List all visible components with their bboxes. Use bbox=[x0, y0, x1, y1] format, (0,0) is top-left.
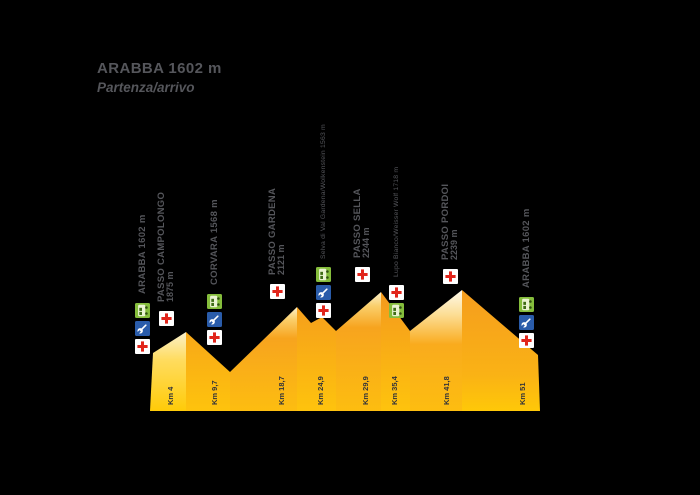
profile-segment-arabba-campolongo bbox=[150, 332, 186, 411]
km-tick-label: Km 9,7 bbox=[210, 380, 219, 405]
profile-segment-sella-lupobianco bbox=[381, 292, 410, 411]
first-aid-icon bbox=[158, 311, 174, 326]
marker-label: PASSO CAMPOLONGO 1875 m bbox=[155, 191, 176, 302]
first-aid-icon bbox=[134, 339, 150, 354]
marker-selva-wolkenstein: Selva di Val Gardena/Wolkenstein 1563 m bbox=[315, 124, 331, 318]
first-aid-icon bbox=[354, 267, 370, 282]
wrench-icon bbox=[315, 285, 331, 300]
marker-label: Lupo Bianco/Weisser Wolf 1718 m bbox=[392, 166, 400, 277]
first-aid-icon bbox=[269, 284, 285, 299]
profile-segment-lupobianco-pordoi bbox=[410, 290, 462, 411]
km-tick-label: Km 29,9 bbox=[361, 376, 370, 405]
marker-label: Selva di Val Gardena/Wolkenstein 1563 m bbox=[319, 124, 327, 259]
bus-icon bbox=[206, 294, 222, 309]
marker-passo-gardena: PASSO GARDENA 2121 m bbox=[267, 188, 287, 299]
bus-icon bbox=[388, 303, 404, 318]
first-aid-icon bbox=[388, 285, 404, 300]
marker-passo-sella: PASSO SELLA 2244 m bbox=[352, 188, 372, 282]
marker-label: PASSO PORDOI 2239 m bbox=[439, 183, 460, 260]
page-title: ARABBA 1602 m bbox=[97, 60, 222, 77]
marker-arabba-finish: ARABBA 1602 m bbox=[518, 208, 534, 348]
marker-arabba-start: ARABBA 1602 m bbox=[134, 214, 150, 354]
first-aid-icon bbox=[442, 269, 458, 284]
marker-passo-pordoi: PASSO PORDOI 2239 m bbox=[440, 184, 460, 284]
marker-label: CORVARA 1568 m bbox=[208, 199, 220, 285]
marker-label: ARABBA 1602 m bbox=[520, 208, 532, 288]
bus-icon bbox=[315, 267, 331, 282]
marker-lupo-bianco: Lupo Bianco/Weisser Wolf 1718 m bbox=[388, 167, 404, 318]
page-subtitle: Partenza/arrivo bbox=[97, 80, 195, 95]
profile-segment-selva-sella bbox=[336, 292, 381, 411]
km-tick-label: Km 51 bbox=[518, 382, 527, 405]
marker-label: PASSO SELLA 2244 m bbox=[351, 188, 372, 258]
profile-segment-pordoi-arabba bbox=[462, 290, 540, 411]
marker-label: PASSO GARDENA 2121 m bbox=[266, 187, 287, 275]
first-aid-icon bbox=[206, 330, 222, 345]
km-tick-label: Km 41,8 bbox=[442, 376, 451, 405]
km-tick-label: Km 24,9 bbox=[316, 376, 325, 405]
wrench-icon bbox=[134, 321, 150, 336]
profile-segment-gardena-selva bbox=[297, 307, 336, 411]
profile-segment-corvara-gardena bbox=[230, 307, 297, 411]
marker-corvara: CORVARA 1568 m bbox=[206, 199, 222, 345]
first-aid-icon bbox=[315, 303, 331, 318]
bus-icon bbox=[134, 303, 150, 318]
wrench-icon bbox=[518, 315, 534, 330]
wrench-icon bbox=[206, 312, 222, 327]
km-tick-label: Km 4 bbox=[166, 386, 175, 405]
first-aid-icon bbox=[518, 333, 534, 348]
marker-label: ARABBA 1602 m bbox=[136, 214, 148, 294]
profile-segment-campolongo-corvara bbox=[186, 332, 230, 411]
bus-icon bbox=[518, 297, 534, 312]
title-block: ARABBA 1602 m Partenza/arrivo bbox=[97, 60, 222, 95]
km-tick-label: Km 35,4 bbox=[390, 376, 399, 405]
km-tick-label: Km 18,7 bbox=[277, 376, 286, 405]
marker-passo-campolongo: PASSO CAMPOLONGO 1875 m bbox=[156, 192, 176, 326]
